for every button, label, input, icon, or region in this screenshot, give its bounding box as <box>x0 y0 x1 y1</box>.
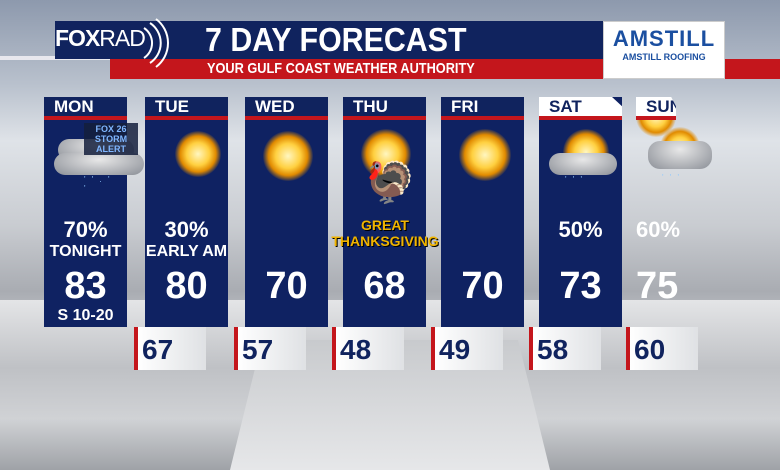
sun-cloud-icon <box>155 129 221 179</box>
day-column-fri: FRI 70 <box>441 97 524 327</box>
low-temp: 49 <box>431 327 503 370</box>
turkey-icon: 🦃 <box>365 161 415 205</box>
day-label: FRI <box>441 97 524 120</box>
partly-cloudy-rain-icon: ' ' ' <box>549 129 617 184</box>
precip-chance: 30% <box>164 217 209 242</box>
day-column-thu: THU 🦃 GREAT THANKSGIVING 68 <box>331 97 439 327</box>
logo-fox: FOX <box>55 25 100 51</box>
sunny-icon <box>451 129 515 181</box>
header-bar <box>55 21 605 59</box>
sunny-icon <box>255 129 319 181</box>
day-column-sun: SUN ' ' ' 60% 75 <box>636 97 712 307</box>
high-temp: 70 <box>461 265 504 307</box>
day-column-tue: TUE 30% EARLY AM 80 <box>145 97 228 327</box>
holiday-note: GREAT THANKSGIVING <box>321 217 449 249</box>
high-temp: 75 <box>636 265 679 307</box>
day-label: SUN <box>636 97 676 120</box>
low-temp: 57 <box>234 327 306 370</box>
low-temp: 48 <box>332 327 404 370</box>
sponsor-logo: AMSTILL AMSTILL ROOFING <box>603 21 725 79</box>
high-temp: 70 <box>265 265 308 307</box>
sponsor-name: AMSTILL ROOFING <box>622 52 706 62</box>
low-temp: 60 <box>626 327 698 370</box>
holiday-line: GREAT <box>361 217 409 233</box>
precip-timing: TONIGHT <box>49 243 122 260</box>
precip-chance: 50% <box>558 217 603 242</box>
high-temp: 68 <box>363 265 406 307</box>
high-temp: 73 <box>559 265 602 307</box>
logo-rad: RAD <box>99 25 146 51</box>
page-subtitle: YOUR GULF COAST WEATHER AUTHORITY <box>207 60 475 77</box>
sponsor-mark: AMSTILL <box>612 26 716 51</box>
wind: S 10-20 <box>57 307 114 324</box>
precip-timing: EARLY AM <box>145 243 228 260</box>
low-temp: 67 <box>134 327 206 370</box>
day-column-sat: SAT ' ' ' 50% 73 <box>539 97 622 327</box>
badge-line: FOX 26 <box>95 124 127 134</box>
day-label: MON <box>44 97 127 120</box>
page-title: 7 DAY FORECAST <box>205 21 467 58</box>
radar-arcs-icon <box>143 18 169 68</box>
day-label: THU <box>343 97 426 120</box>
day-column-wed: WED 70 <box>245 97 328 327</box>
low-temp: 58 <box>529 327 601 370</box>
high-temp: 83 <box>64 265 107 307</box>
high-temp: 80 <box>165 265 208 307</box>
storm-alert-badge: FOX 26 STORM ALERT <box>84 123 138 155</box>
cloud-rain-icon: ' ' ' <box>646 127 712 182</box>
foxrad-logo: FOXRAD <box>55 25 146 52</box>
precip-chance: 60% <box>636 217 681 242</box>
turkey-sun-icon: 🦃 <box>353 129 417 205</box>
day-label: TUE <box>145 97 228 120</box>
precip-chance: 70% <box>63 217 108 242</box>
day-label: SAT <box>539 97 622 120</box>
holiday-line: THANKSGIVING <box>331 233 439 249</box>
badge-line: STORM ALERT <box>94 134 128 154</box>
day-column-mon: MON FOX 26 STORM ALERT ' ' . ' ' 70% TONI… <box>44 97 144 327</box>
day-label: WED <box>245 97 328 120</box>
